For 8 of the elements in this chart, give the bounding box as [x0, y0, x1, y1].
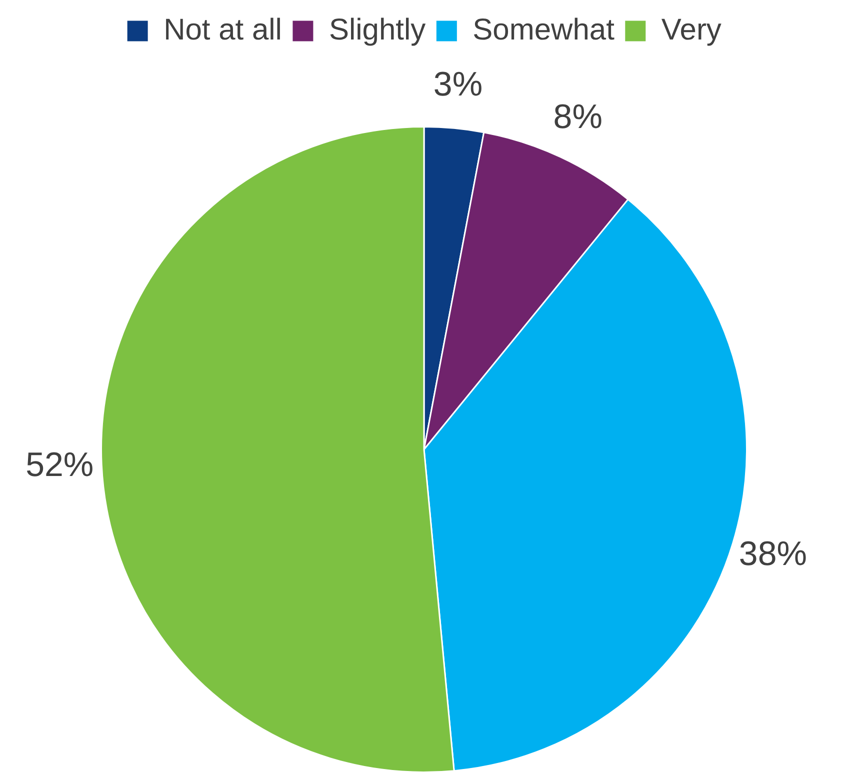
data-label: 52%	[26, 446, 94, 484]
legend-label: Somewhat	[472, 13, 616, 46]
legend-label: Slightly	[328, 13, 426, 46]
data-label: 3%	[433, 66, 483, 104]
data-label: 8%	[553, 98, 602, 136]
data-label: 38%	[738, 535, 807, 574]
legend-label: Very	[661, 13, 722, 46]
legend-label: Not at all	[164, 13, 282, 46]
